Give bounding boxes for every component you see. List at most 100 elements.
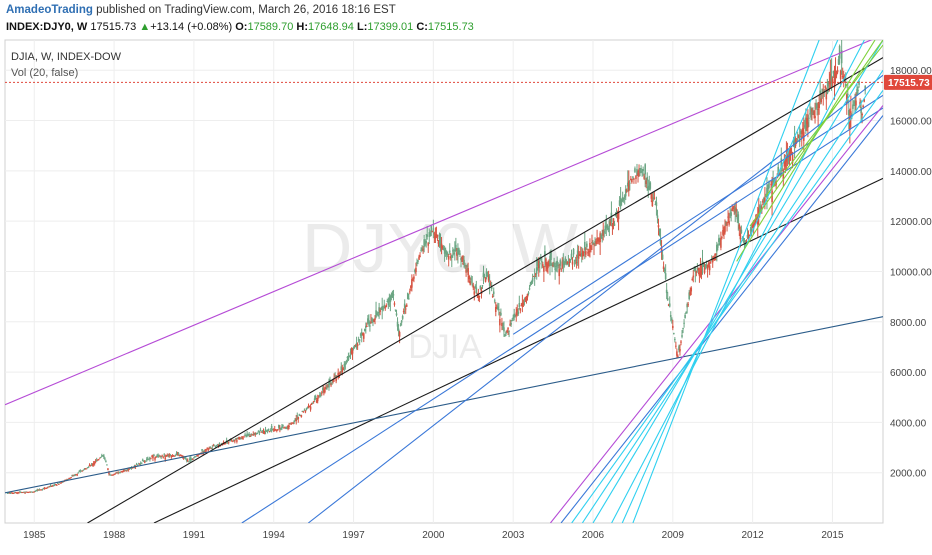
- candle-body: [760, 205, 762, 209]
- author-link[interactable]: AmadeoTrading: [6, 4, 93, 16]
- candle-body: [709, 262, 712, 264]
- candle-body: [343, 364, 346, 367]
- candle-body: [693, 268, 696, 272]
- publish-info: published on TradingView.com, March 26, …: [96, 4, 396, 16]
- trendline-blue: [307, 74, 883, 523]
- candle-body: [384, 307, 387, 309]
- chart-area[interactable]: DJY0, W DJIA DJIA, W, INDEX-DOW Vol (20,…: [0, 38, 932, 550]
- candle-body: [182, 457, 185, 459]
- candle-body: [69, 477, 71, 479]
- candle-body: [475, 287, 478, 293]
- candle-body: [358, 339, 361, 341]
- candle-body: [161, 455, 163, 457]
- volume-legend[interactable]: Vol (20, false): [11, 67, 78, 79]
- candle-body: [231, 440, 234, 442]
- time-axis[interactable]: 1985 1988 1991 1994 1997 2000 2003 2006 2009 2012…: [23, 530, 844, 541]
- candle-body: [163, 454, 166, 456]
- candle-body: [279, 428, 281, 430]
- candle-body: [670, 318, 673, 321]
- candle-body: [149, 457, 151, 460]
- candle-body: [488, 283, 491, 286]
- watermark-name: DJIA: [408, 328, 482, 366]
- candle-body: [183, 457, 186, 459]
- candle-body: [654, 203, 657, 205]
- candle-body: [172, 455, 175, 457]
- candle-body: [820, 98, 822, 103]
- candle-body: [524, 298, 527, 300]
- candle-body: [92, 463, 95, 465]
- candle-body: [212, 445, 215, 447]
- candle-body: [636, 168, 638, 176]
- y-tick-label: 8000.00: [890, 318, 927, 329]
- candle-body: [396, 321, 399, 327]
- candle-body: [389, 295, 392, 303]
- candle-body: [780, 158, 783, 167]
- candle-body: [610, 212, 613, 223]
- candle-body: [93, 462, 96, 464]
- candle-body: [586, 243, 588, 247]
- candle-body: [236, 440, 238, 442]
- candle-body: [104, 458, 106, 460]
- candle-body: [155, 456, 157, 458]
- candle-body: [757, 208, 760, 216]
- candle-body: [755, 218, 758, 220]
- candle-body: [758, 205, 761, 215]
- candle-body: [689, 291, 692, 295]
- candle-body: [308, 406, 311, 408]
- candle-body: [153, 455, 155, 457]
- candle-body: [696, 268, 699, 270]
- candle-body: [73, 475, 75, 477]
- candle-body: [553, 262, 555, 267]
- candle-body: [257, 431, 260, 433]
- candle-body: [605, 226, 608, 228]
- candle-body: [122, 470, 125, 472]
- candle-body: [165, 455, 168, 457]
- candle-body: [91, 463, 94, 465]
- candle-body: [431, 231, 434, 233]
- candle-body: [351, 350, 354, 354]
- candle-body: [235, 438, 237, 440]
- candle-body: [297, 417, 300, 419]
- candle-body: [826, 90, 829, 95]
- candle-body: [112, 474, 114, 476]
- candle-body: [602, 229, 605, 236]
- candle-body: [405, 304, 408, 307]
- candle-body: [800, 136, 803, 138]
- price-axis[interactable]: 2000.00 4000.00 6000.00 8000.00 10000.00 1200…: [890, 66, 932, 480]
- candle-body: [20, 492, 22, 494]
- candle-body: [430, 226, 433, 231]
- candle-body: [668, 303, 671, 307]
- symbol-label[interactable]: INDEX:DJY0, W: [6, 21, 88, 33]
- candle-body: [825, 92, 828, 100]
- candle-body: [766, 187, 768, 197]
- candle-body: [86, 467, 89, 469]
- candle-body: [455, 244, 457, 251]
- trendline-green: [765, 44, 883, 197]
- candle-body: [146, 458, 148, 460]
- candle-body: [793, 138, 796, 148]
- candle-body: [139, 463, 142, 465]
- candle-body: [49, 485, 52, 487]
- candle-body: [77, 472, 80, 474]
- candle-body: [460, 258, 462, 261]
- candle-body: [44, 487, 47, 489]
- candle-body: [244, 434, 246, 436]
- candle-body: [373, 319, 375, 322]
- candle-body: [260, 431, 263, 433]
- candle-body: [572, 248, 575, 255]
- candle-body: [103, 455, 105, 458]
- price-chart[interactable]: DJY0, W DJIA DJIA, W, INDEX-DOW Vol (20,…: [0, 38, 932, 550]
- candle-body: [781, 170, 784, 172]
- candle-body: [739, 233, 742, 240]
- candle-body: [728, 220, 730, 225]
- candle-body: [221, 444, 224, 446]
- open-value: 17589.70: [247, 21, 294, 33]
- candle-body: [174, 454, 177, 456]
- trendline-purple: [5, 40, 873, 406]
- candle-body: [609, 220, 612, 226]
- series-legend[interactable]: DJIA, W, INDEX-DOW: [11, 51, 122, 63]
- candle-body: [292, 422, 294, 425]
- candle-body: [831, 79, 834, 84]
- candle-body: [97, 459, 100, 461]
- candle-body: [24, 492, 26, 494]
